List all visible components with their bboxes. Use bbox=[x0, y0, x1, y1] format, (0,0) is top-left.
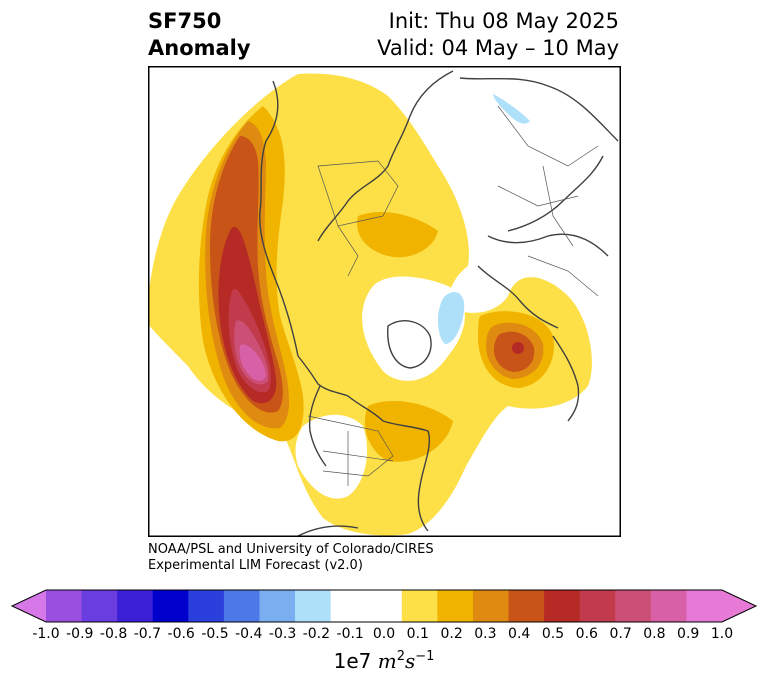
colorbar-bin bbox=[508, 590, 545, 622]
colorbar-tick-label: 0.4 bbox=[508, 626, 531, 642]
credit: NOAA/PSL and University of Colorado/CIRE… bbox=[148, 542, 434, 574]
colorbar-tick-label: 0.7 bbox=[609, 626, 632, 642]
variable-name: SF750 bbox=[148, 9, 222, 33]
colorbar-tick-label: -0.1 bbox=[336, 626, 364, 642]
colorbar-bin bbox=[615, 590, 652, 622]
colorbar-bin bbox=[117, 590, 154, 622]
colorbar-bin bbox=[330, 590, 367, 622]
colorbar-tick-label: 0.2 bbox=[440, 626, 463, 642]
valid-range: Valid: 04 May – 10 May bbox=[377, 36, 619, 60]
credit-line-2: Experimental LIM Forecast (v2.0) bbox=[148, 558, 363, 573]
colorbar-tick-label: 0.8 bbox=[643, 626, 666, 642]
colorbar-units: 1e7 m2s−1 bbox=[0, 649, 768, 673]
colorbar-bin bbox=[188, 590, 225, 622]
units-m-exponent: 2 bbox=[396, 649, 405, 664]
colorbar-tick-label: 0.9 bbox=[677, 626, 700, 642]
colorbar-tick-label: -0.2 bbox=[302, 626, 331, 642]
units-prefix: 1e7 bbox=[333, 649, 372, 673]
colorbar-tick-label: 0.5 bbox=[541, 626, 565, 642]
colorbar-bin bbox=[259, 590, 296, 622]
colorbar-tick-label: -0.8 bbox=[99, 626, 128, 642]
colorbar-bin bbox=[81, 590, 118, 622]
colorbar-tick-label: 1.0 bbox=[710, 626, 734, 642]
colorbar-bin bbox=[401, 590, 438, 622]
colorbar-bin bbox=[650, 590, 687, 622]
units-s: s bbox=[404, 649, 416, 673]
map-title-left: SF750 Anomaly bbox=[148, 8, 251, 62]
colorbar-tick-label: 0.0 bbox=[372, 626, 396, 642]
anomaly-label: Anomaly bbox=[148, 36, 251, 60]
colorbar-tick-label: -0.4 bbox=[235, 626, 263, 642]
colorbar-bin bbox=[46, 590, 83, 622]
anomaly-fill-0.8 bbox=[239, 344, 266, 381]
units-s-exponent: −1 bbox=[415, 649, 435, 664]
units-m: m bbox=[377, 649, 397, 673]
colorbar-bin bbox=[686, 590, 723, 622]
init-date: Init: Thu 08 May 2025 bbox=[388, 9, 619, 33]
colorbar-tick-label: 0.1 bbox=[406, 626, 429, 642]
colorbar-bin bbox=[223, 590, 260, 622]
anomaly-fill-neg-0.1 bbox=[437, 291, 465, 344]
colorbar-extend-high bbox=[722, 590, 756, 622]
colorbar-tick-label: -0.3 bbox=[268, 626, 297, 642]
colorbar-tick-label: -0.7 bbox=[133, 626, 162, 642]
colorbar-bin bbox=[295, 590, 332, 622]
forecast-map bbox=[148, 66, 621, 537]
colorbar-tick-label: 0.3 bbox=[474, 626, 497, 642]
credit-line-1: NOAA/PSL and University of Colorado/CIRE… bbox=[148, 542, 434, 557]
map-title-right: Init: Thu 08 May 2025 Valid: 04 May – 10… bbox=[377, 8, 619, 62]
colorbar-tick-label: -0.9 bbox=[66, 626, 94, 642]
colorbar-tick-label: 0.6 bbox=[575, 626, 598, 642]
colorbar-extend-low bbox=[12, 590, 46, 622]
colorbar-bin bbox=[579, 590, 616, 622]
colorbar-bin bbox=[544, 590, 581, 622]
colorbar-bin bbox=[366, 590, 403, 622]
colorbar-tick-label: -0.5 bbox=[201, 626, 229, 642]
colorbar-bin bbox=[152, 590, 189, 622]
colorbar-tick-label: -0.6 bbox=[167, 626, 195, 642]
colorbar-tick-label: -1.0 bbox=[32, 626, 60, 642]
colorbar-ticks: -1.0 -0.9 -0.8 -0.7 -0.6 -0.5 -0.4 -0.3 -0.2 -0.1… bbox=[0, 626, 768, 646]
colorbar bbox=[10, 589, 758, 623]
colorbar-bin bbox=[472, 590, 510, 622]
colorbar-bin bbox=[437, 590, 474, 622]
